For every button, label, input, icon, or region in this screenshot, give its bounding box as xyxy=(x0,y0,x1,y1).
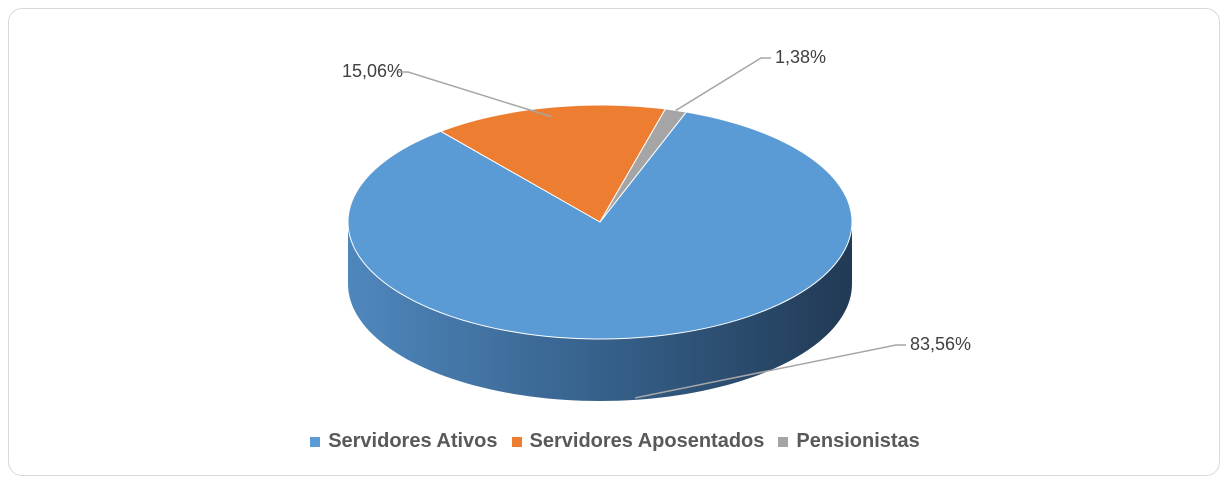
legend: Servidores Ativos Servidores Aposentados P… xyxy=(0,430,1230,453)
chart-frame xyxy=(8,8,1220,476)
legend-swatch xyxy=(310,436,321,447)
slice xyxy=(599,108,688,223)
legend-swatch xyxy=(778,436,789,447)
leader-line xyxy=(634,344,906,399)
legend-label: Servidores Aposentados xyxy=(529,430,765,452)
legend-item: Pensionistas xyxy=(778,430,920,453)
data-label: 15,06% xyxy=(342,61,403,81)
slice xyxy=(347,111,853,340)
legend-item: Servidores Ativos xyxy=(310,430,498,453)
legend-label: Pensionistas xyxy=(796,430,920,452)
leader-line xyxy=(675,57,771,112)
data-label: 83,56% xyxy=(910,334,971,354)
leader-line xyxy=(398,71,552,118)
slice-side xyxy=(348,222,852,401)
legend-item: Servidores Aposentados xyxy=(511,430,765,453)
slice xyxy=(439,104,667,223)
legend-swatch xyxy=(511,436,522,447)
legend-label: Servidores Ativos xyxy=(328,430,498,452)
data-label: 1,38% xyxy=(775,47,826,67)
